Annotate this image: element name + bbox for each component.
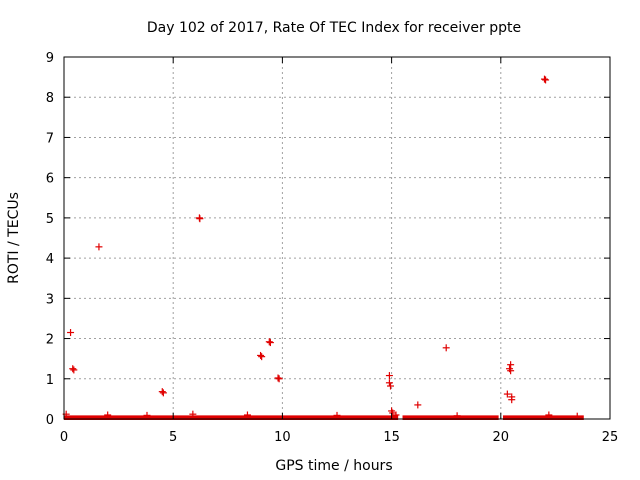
chart-title: Day 102 of 2017, Rate Of TEC Index for r… xyxy=(147,20,521,36)
x-tick-label: 25 xyxy=(602,430,619,445)
data-point xyxy=(442,344,450,352)
data-point xyxy=(104,411,112,419)
data-point xyxy=(266,339,274,347)
data-point xyxy=(333,411,341,419)
data-point xyxy=(143,411,151,419)
y-tick-label: 0 xyxy=(46,413,54,428)
y-tick-label: 5 xyxy=(46,212,54,227)
baseline-point-band xyxy=(64,415,399,420)
data-point xyxy=(95,243,103,251)
data-point xyxy=(275,375,283,383)
data-point xyxy=(508,396,516,404)
y-tick-label: 3 xyxy=(46,292,54,307)
axis-ticks: 0 5 10 15 20 25 0 1 2 3 4 5 6 7 8 9 xyxy=(46,51,619,445)
data-point xyxy=(392,411,400,419)
data-point xyxy=(507,367,515,375)
y-axis-label: ROTI / TECUs xyxy=(6,192,22,284)
data-point xyxy=(70,366,78,374)
data-point xyxy=(274,374,282,382)
data-point xyxy=(69,365,77,373)
x-tick-label: 10 xyxy=(274,430,291,445)
data-point xyxy=(189,410,197,418)
data-point xyxy=(540,75,548,83)
x-tick-label: 0 xyxy=(60,430,68,445)
data-point xyxy=(503,390,511,398)
y-tick-label: 6 xyxy=(46,172,54,187)
x-tick-label: 5 xyxy=(169,430,177,445)
data-point xyxy=(67,329,75,337)
data-point xyxy=(257,351,265,359)
y-tick-label: 4 xyxy=(46,252,54,267)
y-tick-label: 9 xyxy=(46,51,54,66)
data-points xyxy=(62,75,584,420)
y-tick-label: 1 xyxy=(46,373,54,388)
y-tick-label: 7 xyxy=(46,131,54,146)
data-point xyxy=(545,411,553,419)
data-point xyxy=(159,389,167,397)
x-tick-label: 15 xyxy=(383,430,400,445)
data-point xyxy=(385,379,393,387)
data-point xyxy=(387,382,395,390)
baseline-point-band xyxy=(502,415,584,420)
data-point xyxy=(385,372,393,380)
x-tick-label: 20 xyxy=(493,430,510,445)
data-point xyxy=(258,353,266,361)
data-point xyxy=(414,401,422,409)
data-point xyxy=(542,76,550,84)
y-tick-label: 8 xyxy=(46,91,54,106)
baseline-point-band xyxy=(402,415,499,420)
data-point xyxy=(243,411,251,419)
y-tick-label: 2 xyxy=(46,333,54,348)
data-point xyxy=(453,412,461,420)
data-point xyxy=(158,388,166,396)
grid-lines xyxy=(64,57,610,419)
data-point xyxy=(265,338,273,346)
data-point xyxy=(196,215,204,223)
data-point xyxy=(507,361,515,369)
x-axis-label: GPS time / hours xyxy=(275,458,392,474)
plot-frame xyxy=(63,56,611,420)
